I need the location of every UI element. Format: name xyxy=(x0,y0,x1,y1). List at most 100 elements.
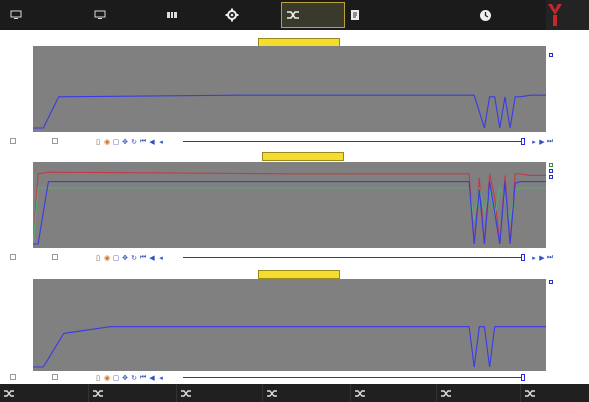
shuffle-icon xyxy=(441,389,451,397)
chart-toolbar: ▯ ◉ ▢ ✥ ↻ ⏮ ◀ ◂ ▸ ▶ ⏭ xyxy=(8,253,555,263)
line-chart xyxy=(33,171,546,245)
bottom-tab-3[interactable] xyxy=(263,384,351,402)
legend-checkbox[interactable] xyxy=(549,169,553,173)
checkbox-box[interactable] xyxy=(52,138,58,144)
toolbar-checkbox[interactable] xyxy=(52,254,60,260)
nav-item-1[interactable] xyxy=(90,2,160,28)
bottom-tab-0[interactable] xyxy=(0,384,89,402)
nav-item-6[interactable] xyxy=(410,2,470,28)
zoom-icon[interactable]: ◉ xyxy=(103,253,111,262)
logo-icon xyxy=(548,4,562,26)
checkbox-box[interactable] xyxy=(10,254,16,260)
shuffle-icon xyxy=(267,389,277,397)
forward-icon[interactable]: ▶ xyxy=(539,137,545,146)
panel-title xyxy=(258,270,340,279)
monitor-icon xyxy=(10,10,22,19)
nav-item-7[interactable] xyxy=(475,2,543,28)
prev-icon[interactable]: ◂ xyxy=(159,137,163,146)
refresh-icon[interactable]: ↻ xyxy=(131,253,137,262)
bottom-nav xyxy=(0,384,589,402)
refresh-icon[interactable]: ↻ xyxy=(131,373,137,382)
rewind-icon[interactable]: ◀ xyxy=(149,373,155,382)
select-icon[interactable]: ▢ xyxy=(112,373,120,382)
nav-item-5[interactable] xyxy=(346,2,404,28)
checkbox-box[interactable] xyxy=(10,374,16,380)
data-tool-icon[interactable]: ▯ xyxy=(96,253,100,262)
time-slider[interactable] xyxy=(183,377,523,378)
select-icon[interactable]: ▢ xyxy=(112,137,120,146)
shuffle-icon xyxy=(181,389,191,397)
checkbox-box[interactable] xyxy=(52,374,58,380)
toolbar-checkbox[interactable] xyxy=(10,254,18,260)
toolbar-checkbox[interactable] xyxy=(10,374,18,380)
report-icon xyxy=(351,10,359,20)
legend-item[interactable] xyxy=(549,174,589,180)
checkbox-box[interactable] xyxy=(10,138,16,144)
legend-checkbox[interactable] xyxy=(549,280,553,284)
shuffle-icon xyxy=(355,389,365,397)
chart-toolbar: ▯ ◉ ▢ ✥ ↻ ⏮ ◀ ◂ xyxy=(8,373,555,383)
first-page-icon[interactable]: ⏮ xyxy=(139,253,147,261)
next-icon[interactable]: ▸ xyxy=(532,137,536,146)
rewind-icon[interactable]: ◀ xyxy=(149,253,155,262)
bottom-tab-1[interactable] xyxy=(89,384,177,402)
shuffle-icon xyxy=(287,11,299,19)
series-line-0 xyxy=(33,94,546,129)
next-icon[interactable]: ▸ xyxy=(532,253,536,262)
time-slider[interactable] xyxy=(183,257,523,258)
move-icon[interactable]: ✥ xyxy=(122,373,128,382)
shuffle-icon xyxy=(525,389,535,397)
zoom-icon[interactable]: ◉ xyxy=(103,373,111,382)
last-page-icon[interactable]: ⏭ xyxy=(546,253,554,261)
nav-item-3[interactable] xyxy=(221,2,281,28)
chart-legend xyxy=(549,46,589,58)
last-page-icon[interactable]: ⏭ xyxy=(546,137,554,145)
legend-item[interactable] xyxy=(549,279,589,285)
toolbar-checkbox[interactable] xyxy=(52,374,60,380)
chart-plot-area xyxy=(33,162,546,248)
monitor-icon xyxy=(94,10,106,19)
nav-item-0[interactable] xyxy=(6,2,86,28)
brand-area xyxy=(546,0,589,30)
move-icon[interactable]: ✥ xyxy=(122,253,128,262)
slider-handle[interactable] xyxy=(521,138,525,145)
select-icon[interactable]: ▢ xyxy=(112,253,120,262)
data-tool-icon[interactable]: ▯ xyxy=(96,373,100,382)
legend-checkbox[interactable] xyxy=(549,163,553,167)
nav-item-2[interactable] xyxy=(163,2,223,28)
rewind-icon[interactable]: ◀ xyxy=(149,137,155,146)
panel-title xyxy=(262,152,344,161)
first-page-icon[interactable]: ⏮ xyxy=(139,137,147,145)
series-line-0 xyxy=(33,171,546,245)
prev-icon[interactable]: ◂ xyxy=(159,253,163,262)
status-grid-icon xyxy=(167,12,177,18)
first-page-icon[interactable]: ⏮ xyxy=(139,373,147,381)
checkbox-box[interactable] xyxy=(52,254,58,260)
legend-item[interactable] xyxy=(549,52,589,58)
bottom-tab-4[interactable] xyxy=(351,384,437,402)
status-line xyxy=(2,31,92,37)
bottom-tab-5[interactable] xyxy=(437,384,521,402)
slider-handle[interactable] xyxy=(521,374,525,381)
nav-item-4[interactable] xyxy=(281,2,345,28)
move-icon[interactable]: ✥ xyxy=(122,137,128,146)
data-tool-icon[interactable]: ▯ xyxy=(96,137,100,146)
slider-handle[interactable] xyxy=(521,254,525,261)
prev-icon[interactable]: ◂ xyxy=(159,373,163,382)
chart-legend xyxy=(549,162,589,180)
legend-item[interactable] xyxy=(549,162,589,168)
toolbar-checkbox[interactable] xyxy=(10,138,18,144)
legend-checkbox[interactable] xyxy=(549,175,553,179)
toolbar-checkbox[interactable] xyxy=(52,138,60,144)
forward-icon[interactable]: ▶ xyxy=(539,253,545,262)
time-slider[interactable] xyxy=(183,141,523,142)
chart-plot-area xyxy=(33,279,546,371)
series-line-1 xyxy=(33,186,546,245)
line-chart xyxy=(33,94,546,129)
zoom-icon[interactable]: ◉ xyxy=(103,137,111,146)
bottom-tab-6[interactable] xyxy=(521,384,589,402)
legend-item[interactable] xyxy=(549,168,589,174)
bottom-tab-2[interactable] xyxy=(177,384,263,402)
refresh-icon[interactable]: ↻ xyxy=(131,137,137,146)
legend-checkbox[interactable] xyxy=(549,53,553,57)
